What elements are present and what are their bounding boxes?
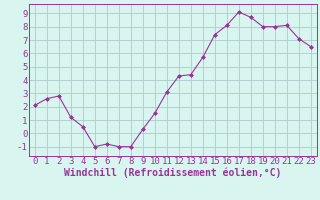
X-axis label: Windchill (Refroidissement éolien,°C): Windchill (Refroidissement éolien,°C) [64,168,282,178]
